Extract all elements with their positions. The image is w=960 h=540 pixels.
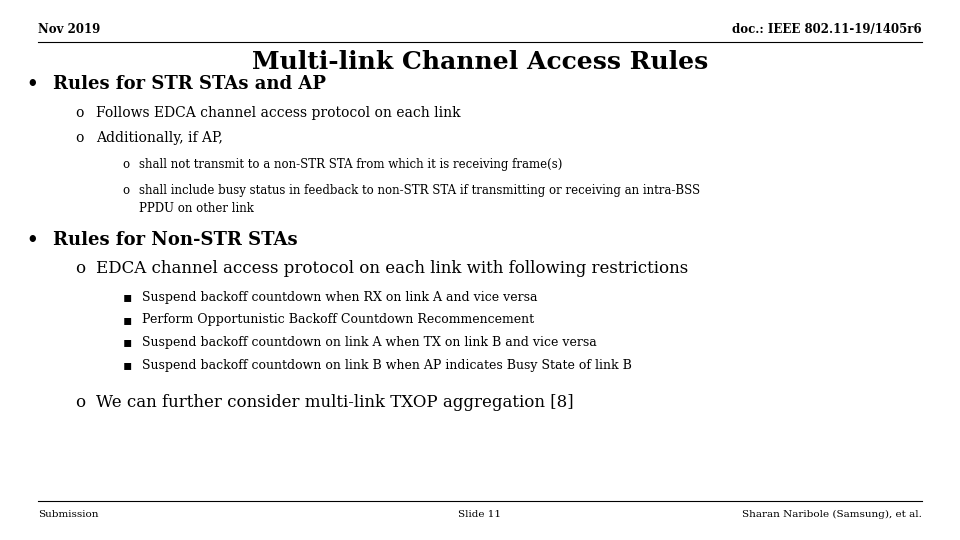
Text: ▪: ▪ [123,335,132,349]
Text: Perform Opportunistic Backoff Countdown Recommencement: Perform Opportunistic Backoff Countdown … [142,313,534,326]
Text: o: o [122,184,129,197]
Text: •: • [26,231,37,249]
Text: Suspend backoff countdown when RX on link A and vice versa: Suspend backoff countdown when RX on lin… [142,291,538,303]
Text: ▪: ▪ [123,358,132,372]
Text: Nov 2019: Nov 2019 [38,23,101,36]
Text: We can further consider multi-link TXOP aggregation [8]: We can further consider multi-link TXOP … [96,394,574,411]
Text: shall include busy status in feedback to non-STR STA if transmitting or receivin: shall include busy status in feedback to… [139,184,701,197]
Text: Suspend backoff countdown on link A when TX on link B and vice versa: Suspend backoff countdown on link A when… [142,336,597,349]
Text: o: o [75,106,84,120]
Text: Rules for STR STAs and AP: Rules for STR STAs and AP [53,75,325,93]
Text: doc.: IEEE 802.11-19/1405r6: doc.: IEEE 802.11-19/1405r6 [732,23,922,36]
Text: EDCA channel access protocol on each link with following restrictions: EDCA channel access protocol on each lin… [96,260,688,277]
Text: o: o [75,260,85,277]
Text: o: o [75,131,84,145]
Text: Sharan Naribole (Samsung), et al.: Sharan Naribole (Samsung), et al. [742,510,922,518]
Text: ▪: ▪ [123,290,132,304]
Text: PPDU on other link: PPDU on other link [139,202,254,215]
Text: o: o [122,158,129,171]
Text: Rules for Non-STR STAs: Rules for Non-STR STAs [53,231,298,249]
Text: shall not transmit to a non-STR STA from which it is receiving frame(s): shall not transmit to a non-STR STA from… [139,158,563,171]
Text: Additionally, if AP,: Additionally, if AP, [96,131,223,145]
Text: Suspend backoff countdown on link B when AP indicates Busy State of link B: Suspend backoff countdown on link B when… [142,359,632,372]
Text: Multi-link Channel Access Rules: Multi-link Channel Access Rules [252,50,708,74]
Text: Slide 11: Slide 11 [459,510,501,518]
Text: ▪: ▪ [123,313,132,327]
Text: Follows EDCA channel access protocol on each link: Follows EDCA channel access protocol on … [96,106,461,120]
Text: o: o [75,394,85,411]
Text: Submission: Submission [38,510,99,518]
Text: •: • [26,75,37,93]
